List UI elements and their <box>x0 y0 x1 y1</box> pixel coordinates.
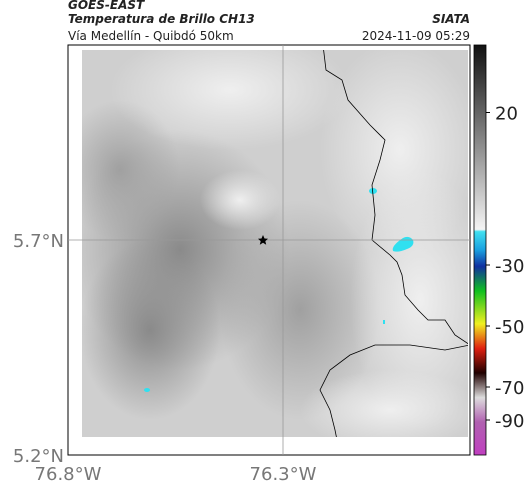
satellite-image <box>82 50 468 437</box>
source: GOES-EAST <box>68 0 145 12</box>
colorbar-tick-label: -70 <box>495 378 524 399</box>
colorbar-tick-label: -50 <box>495 317 524 338</box>
org: SIATA <box>432 12 470 26</box>
location-marker <box>257 235 268 245</box>
colorbar <box>473 44 487 456</box>
lon-tick-label: 76.8°W <box>35 464 102 485</box>
colorbar-tick-label: 20 <box>495 104 518 125</box>
lat-tick-label: 5.7°N <box>13 231 64 252</box>
colorbar-tick-label: -30 <box>495 256 524 277</box>
lat-tick-label: 5.2°N <box>13 446 64 467</box>
timestamp: 2024-11-09 05:29 <box>362 29 470 43</box>
title: Temperatura de Brillo CH13 <box>68 12 255 26</box>
colorbar-tick-label: -90 <box>495 411 524 432</box>
subtitle: Vía Medellín - Quibdó 50km <box>68 29 234 43</box>
lon-tick-label: 76.3°W <box>250 464 317 485</box>
